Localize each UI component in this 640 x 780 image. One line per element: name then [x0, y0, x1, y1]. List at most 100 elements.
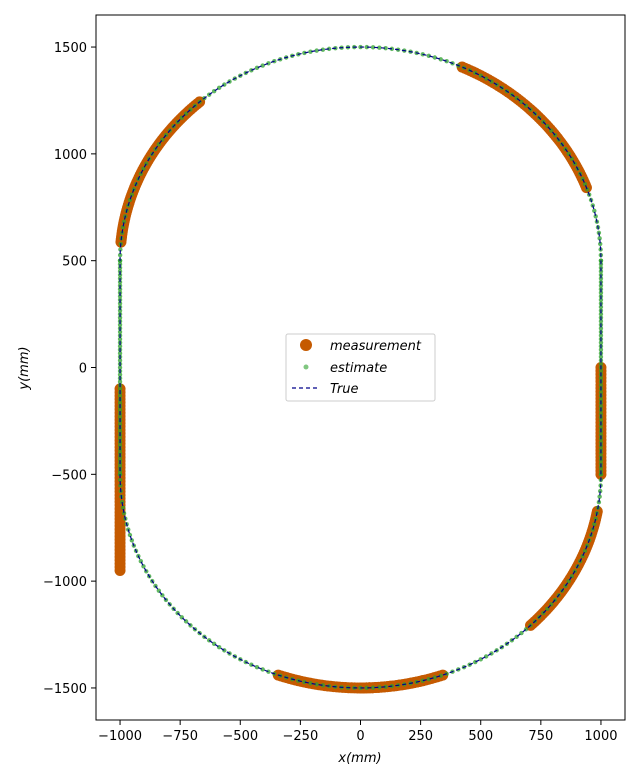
estimate-point — [438, 673, 443, 678]
estimate-point — [598, 440, 604, 445]
estimate-point — [117, 436, 123, 441]
estimate-point — [592, 521, 597, 527]
estimate-point — [117, 400, 123, 406]
estimate-point — [598, 319, 604, 324]
estimate-point — [117, 386, 123, 392]
estimate-point — [314, 48, 319, 53]
estimate-point — [370, 685, 376, 690]
estimate-point — [377, 45, 382, 50]
true-path-line — [119, 46, 602, 689]
x-tick-label: 500 — [468, 729, 493, 744]
estimate-point — [117, 315, 123, 320]
estimate-point — [593, 516, 598, 521]
estimate-point — [117, 336, 123, 342]
estimate-point — [260, 667, 265, 672]
estimate-point — [377, 685, 382, 690]
y-axis-label: y(mm) — [17, 346, 32, 390]
estimate-point — [598, 432, 604, 438]
estimate-point — [598, 375, 604, 381]
estimate-point — [370, 45, 376, 50]
y-tick-label: −1500 — [43, 682, 87, 697]
x-tick-label: 250 — [408, 729, 433, 744]
estimate-point — [117, 351, 123, 356]
estimate-point — [598, 347, 604, 352]
estimate-point — [432, 55, 438, 60]
legend-estimate-marker — [303, 364, 309, 370]
x-tick-label: −1000 — [98, 729, 142, 744]
estimate-point — [121, 511, 127, 516]
estimate-point — [598, 241, 603, 247]
x-tick-label: 750 — [528, 729, 553, 744]
y-axis: −1500 −1000 −500 0 500 1000 1500 — [43, 41, 96, 697]
estimate-point — [598, 425, 604, 431]
estimate-point — [598, 304, 604, 310]
estimate-point — [320, 47, 326, 52]
estimate-point — [444, 59, 449, 64]
estimate-point — [120, 225, 126, 230]
x-tick-label: 0 — [356, 729, 364, 744]
y-tick-label: 1000 — [54, 148, 87, 163]
estimate-point — [590, 527, 595, 532]
estimate-point — [117, 252, 123, 258]
estimate-point — [598, 390, 604, 395]
estimate-point — [598, 418, 604, 424]
estimate-point — [320, 683, 326, 688]
estimate-point — [426, 53, 431, 59]
estimate-point — [383, 684, 388, 689]
estimate-point — [117, 450, 123, 456]
estimate-point — [129, 538, 135, 543]
legend: measurement estimate True — [285, 333, 436, 402]
estimate-point — [117, 422, 123, 427]
x-tick-label: 1000 — [584, 729, 617, 744]
estimate-point — [117, 365, 123, 370]
estimate-point — [598, 269, 604, 274]
estimate-point — [598, 488, 603, 494]
estimate-point — [598, 383, 604, 388]
estimate-point — [598, 276, 604, 281]
estimate-point — [117, 393, 123, 399]
estimate-point — [117, 477, 123, 483]
series-estimate — [117, 44, 604, 691]
estimate-point — [138, 171, 144, 176]
estimate-point — [426, 676, 431, 682]
estimate-point — [117, 415, 123, 420]
estimate-point — [364, 44, 369, 50]
estimate-point — [598, 411, 604, 416]
estimate-point — [438, 57, 443, 62]
estimate-point — [308, 49, 313, 54]
estimate-point — [302, 50, 307, 56]
y-tick-label: −1000 — [43, 575, 87, 590]
estimate-point — [478, 657, 483, 662]
estimate-point — [580, 176, 585, 182]
estimate-point — [598, 368, 604, 374]
plot-area — [114, 44, 607, 694]
estimate-point — [598, 354, 604, 360]
estimate-point — [598, 283, 604, 288]
estimate-point — [420, 678, 425, 683]
estimate-point — [364, 685, 369, 691]
estimate-point — [120, 505, 126, 510]
estimate-point — [117, 286, 123, 292]
estimate-point — [117, 301, 123, 306]
estimate-point — [249, 662, 254, 667]
estimate-point — [141, 564, 146, 569]
estimate-point — [432, 675, 438, 680]
x-tick-label: −750 — [162, 729, 198, 744]
legend-estimate-label: estimate — [330, 361, 387, 376]
estimate-point — [598, 311, 604, 317]
estimate-point — [138, 559, 144, 564]
x-tick-label: −500 — [222, 729, 258, 744]
estimate-point — [118, 483, 123, 488]
estimate-point — [117, 329, 123, 335]
estimate-point — [249, 68, 254, 73]
estimate-point — [580, 553, 585, 559]
estimate-point — [598, 297, 604, 303]
estimate-point — [117, 457, 123, 463]
estimate-point — [127, 532, 133, 538]
estimate-point — [598, 340, 604, 345]
estimate-point — [598, 290, 604, 295]
legend-measurement-label: measurement — [330, 339, 422, 354]
y-tick-label: 1500 — [54, 41, 87, 56]
estimate-point — [592, 208, 597, 214]
